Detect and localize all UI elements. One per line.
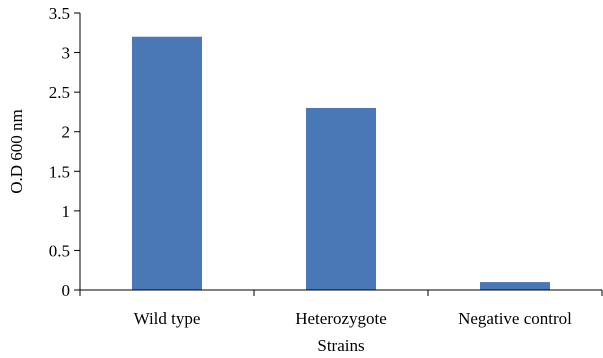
y-tick-label: 0.5 [49,241,70,260]
y-tick-label: 2.5 [49,83,70,102]
y-axis-ticks: 0 0.5 1 1.5 2 2.5 3 3.5 [49,4,80,300]
x-axis-title: Strains [317,336,364,355]
bar [132,36,202,290]
y-axis-title: O.D 600 nm [7,109,26,194]
bar [306,107,376,290]
y-tick-label: 1.5 [49,162,70,181]
y-tick-label: 3 [62,44,71,63]
x-category-label: Negative control [458,309,572,328]
y-tick-label: 1 [62,202,71,221]
bars-group [132,36,550,290]
bar [480,282,550,290]
y-tick-label: 3.5 [49,4,70,23]
x-category-label: Heterozygote [295,309,387,328]
x-axis-ticks: Wild type Heterozygote Negative control [79,290,603,328]
x-category-label: Wild type [134,309,201,328]
y-tick-label: 0 [62,281,71,300]
y-tick-label: 2 [62,123,71,142]
